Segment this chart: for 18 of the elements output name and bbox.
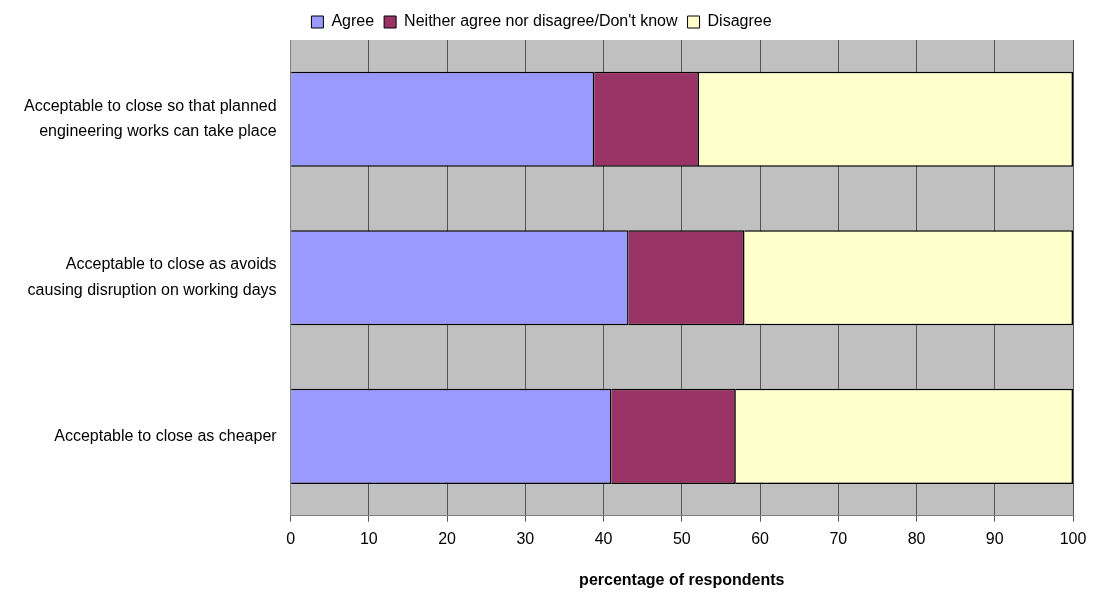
- legend-label: Disagree: [707, 12, 772, 30]
- x-tick-label: 10: [359, 529, 378, 547]
- x-tick-label: 20: [438, 529, 457, 547]
- x-tick-label: 90: [985, 529, 1004, 547]
- y-tick-label: Acceptable to close as cheaper: [54, 426, 278, 444]
- x-axis-title: percentage of respondents: [579, 570, 785, 588]
- x-tick-label: 60: [751, 529, 770, 547]
- x-tick-label: 70: [829, 529, 848, 547]
- legend-label: Neither agree nor disagree/Don't know: [404, 12, 678, 30]
- y-tick-label: Acceptable to close so that planned engineering works can take place: [23, 96, 277, 140]
- x-tick-label: 30: [516, 529, 535, 547]
- legend-label: Agree: [331, 12, 375, 30]
- x-tick-label: 0: [286, 529, 296, 547]
- x-tick-label: 100: [1059, 529, 1087, 547]
- x-tick-label: 40: [594, 529, 613, 547]
- x-tick-label: 80: [907, 529, 926, 547]
- y-tick-label: Acceptable to close as avoids causing disruption on working days: [27, 255, 277, 299]
- x-tick-label: 50: [672, 529, 691, 547]
